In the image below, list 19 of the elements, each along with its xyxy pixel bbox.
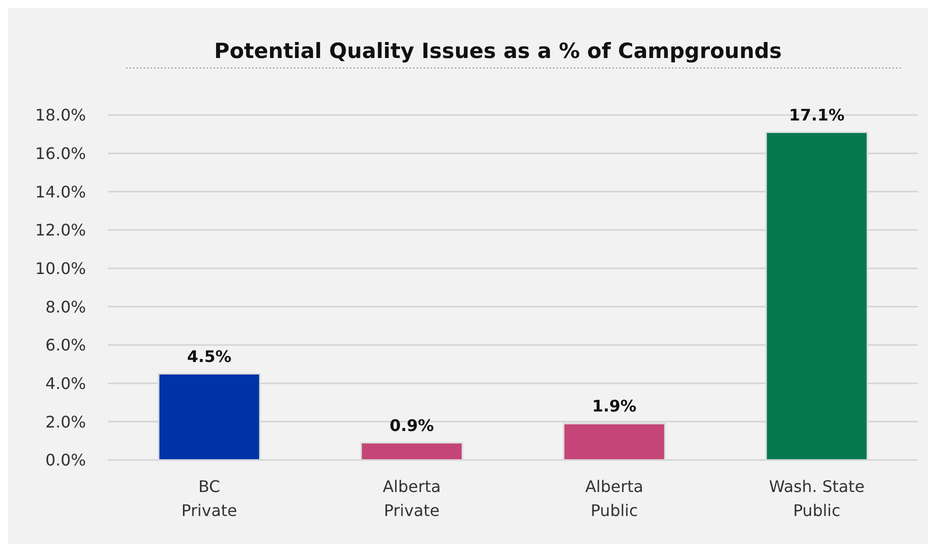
x-tick-label: Wash. State Public bbox=[768, 477, 865, 520]
x-tick-label: BC Private bbox=[181, 477, 238, 520]
data-label: 17.1% bbox=[788, 105, 845, 124]
y-tick-label: 16.0% bbox=[35, 144, 86, 163]
y-tick-label: 12.0% bbox=[35, 220, 86, 240]
y-tick-label: 2.0% bbox=[45, 412, 86, 432]
y-tick-label: 4.0% bbox=[45, 374, 86, 393]
chart-title: Potential Quality Issues as a % of Campgrounds bbox=[214, 39, 782, 63]
data-label: 1.9% bbox=[592, 396, 636, 416]
y-tick-label: 6.0% bbox=[45, 336, 86, 355]
x-tick-label: Alberta Public bbox=[585, 477, 644, 520]
y-tick-label: 0.0% bbox=[45, 450, 86, 470]
data-label: 4.5% bbox=[187, 346, 232, 366]
x-tick-label: Alberta Private bbox=[382, 477, 441, 520]
data-label: 0.9% bbox=[390, 416, 434, 435]
y-tick-label: 8.0% bbox=[45, 297, 86, 316]
y-tick-label: 10.0% bbox=[35, 258, 86, 278]
y-tick-label: 18.0% bbox=[35, 106, 86, 125]
y-tick-label: 14.0% bbox=[35, 182, 86, 202]
